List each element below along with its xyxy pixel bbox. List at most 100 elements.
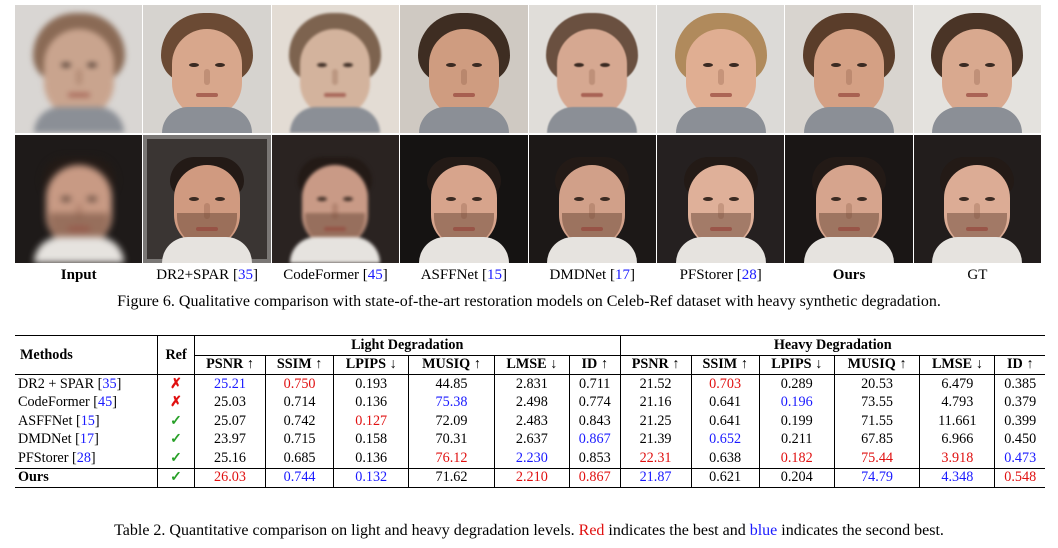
eye-shape (959, 197, 970, 201)
face-shape (174, 165, 241, 247)
citation-link[interactable]: 35 (237, 267, 253, 283)
eye-shape (189, 197, 200, 201)
face-image-top-ours (785, 5, 913, 133)
face-image-bottom-codeformer (271, 135, 400, 263)
light-lpips-header: LPIPS (333, 355, 410, 375)
nose-shape (204, 69, 211, 85)
citation-link[interactable]: 28 (76, 449, 91, 466)
face-drawing (914, 135, 1041, 263)
eye-shape (445, 197, 456, 201)
mouth-shape (452, 93, 475, 97)
column-label-asffnet: ASFFNet [15] (420, 267, 507, 283)
column-label-name: CodeFormer (283, 267, 360, 283)
eye-shape (728, 197, 739, 201)
face-image-top-dr2-spar (143, 5, 271, 133)
light-lpips-value: 0.158 (333, 430, 410, 449)
face-drawing (15, 5, 142, 133)
face-shape (302, 165, 369, 247)
heavy-lmse-value: 3.918 (919, 449, 996, 468)
heavy-psnr-value: 22.31 (620, 449, 692, 468)
citation-link[interactable]: 35 (102, 375, 117, 392)
eye-shape (600, 63, 611, 67)
citation-link[interactable]: 15 (80, 412, 95, 429)
eye-shape (317, 197, 328, 201)
citation-link[interactable]: 45 (367, 267, 383, 283)
face-image-bottom-dmdnet (528, 135, 656, 263)
face-row-bottom (15, 135, 1043, 263)
column-label-dmdnet: DMDNet [17] (549, 267, 635, 283)
mouth-shape (196, 227, 219, 231)
light-lmse-value: 2.210 (494, 468, 570, 488)
column-labels: Input DR2+SPAR [35] CodeFormer [45] ASFFNet… (15, 267, 1043, 284)
heavy-id-value: 0.548 (1004, 469, 1037, 486)
column-label-name: ASFFNet (420, 267, 479, 283)
heavy-musiq-value: 73.55 (834, 393, 921, 412)
mouth-shape (838, 93, 861, 97)
heavy-ssim-value: 0.638 (691, 449, 760, 468)
shoulders-shape (162, 107, 253, 133)
face-shape (172, 29, 243, 117)
method-cell: ASFFNet [15] (15, 412, 159, 431)
ref-cross-icon: ✗ (157, 393, 195, 412)
table-row: DR2 + SPAR [35] ✗ 25.21 0.750 0.193 44.85 2.83… (15, 374, 1045, 394)
citation-link[interactable]: 17 (614, 267, 630, 283)
light-id-value: 0.853 (569, 449, 621, 468)
method-cell: PFStorer [28] (15, 449, 159, 468)
mouth-shape (581, 93, 604, 97)
table-row: CodeFormer [45] ✗ 25.03 0.714 0.136 75.38 2.49… (15, 393, 1045, 412)
face-shape (559, 165, 626, 247)
method-cell: DMDNet [17] (15, 430, 159, 449)
method-cell: DR2 + SPAR [35] (15, 374, 159, 394)
face-drawing (143, 5, 270, 133)
eye-shape (471, 63, 482, 67)
shoulders-shape (675, 237, 766, 263)
light-ssim-value: 0.685 (265, 449, 335, 468)
eye-shape (60, 197, 71, 201)
method-cell: CodeFormer [45] (15, 393, 159, 412)
results-table: Methods Ref Light Degradation Heavy Degr… (15, 335, 1045, 488)
eye-shape (857, 197, 868, 201)
table-row: ASFFNet [15] ✓ 25.07 0.742 0.127 72.09 2.483 0.… (15, 412, 1045, 431)
face-image-bottom-ours (785, 135, 913, 263)
mouth-shape (324, 93, 347, 97)
face-row-top (15, 5, 1043, 133)
face-shape (300, 29, 371, 117)
heavy-id-header: ID (995, 355, 1045, 375)
face-drawing (400, 135, 527, 263)
mouth-shape (966, 227, 989, 231)
method-name: PFStorer (18, 449, 69, 466)
eye-shape (831, 197, 842, 201)
heavy-ssim-value: 0.621 (691, 468, 760, 488)
heavy-lpips-value: 0.196 (759, 393, 835, 412)
light-psnr-value: 25.16 (194, 449, 267, 468)
eye-shape (86, 197, 97, 201)
shoulders-shape (290, 237, 381, 263)
citation-link[interactable]: 45 (98, 394, 113, 411)
metric-header-row: PSNRSSIMLPIPSMUSIQLMSEIDPSNRSSIMLPIPSMUS… (15, 355, 1045, 375)
shoulders-shape (162, 237, 253, 263)
column-label-input: Input (15, 267, 142, 284)
light-psnr-header: PSNR (194, 355, 267, 375)
citation-link[interactable]: 28 (741, 267, 757, 283)
heavy-psnr-value: 21.87 (620, 468, 692, 488)
citation-link[interactable]: 15 (487, 267, 502, 283)
face-image-top-input (15, 5, 143, 133)
light-degradation-header: Light Degradation (194, 335, 621, 356)
caption-red-word: Red (578, 522, 605, 539)
face-shape (43, 29, 114, 117)
light-psnr-value: 23.97 (194, 430, 267, 449)
heavy-psnr-value: 21.16 (620, 393, 692, 412)
heavy-lpips-header: LPIPS (759, 355, 835, 375)
caption-text-3: indicates the second best. (777, 522, 944, 539)
face-image-bottom-input (15, 135, 143, 263)
eye-shape (959, 63, 970, 67)
citation-link[interactable]: 17 (79, 431, 95, 448)
face-drawing (657, 5, 784, 133)
heavy-psnr-header: PSNR (620, 355, 692, 375)
table-row: Ours ✓ 26.03 0.744 0.132 71.62 2.210 0.867 21.87… (15, 468, 1045, 488)
light-lmse-value: 2.637 (494, 430, 570, 449)
heavy-lmse-value: 4.348 (919, 468, 996, 488)
face-image-top-codeformer (271, 5, 400, 133)
light-psnr-value: 25.21 (194, 374, 267, 394)
nose-shape (717, 69, 724, 85)
